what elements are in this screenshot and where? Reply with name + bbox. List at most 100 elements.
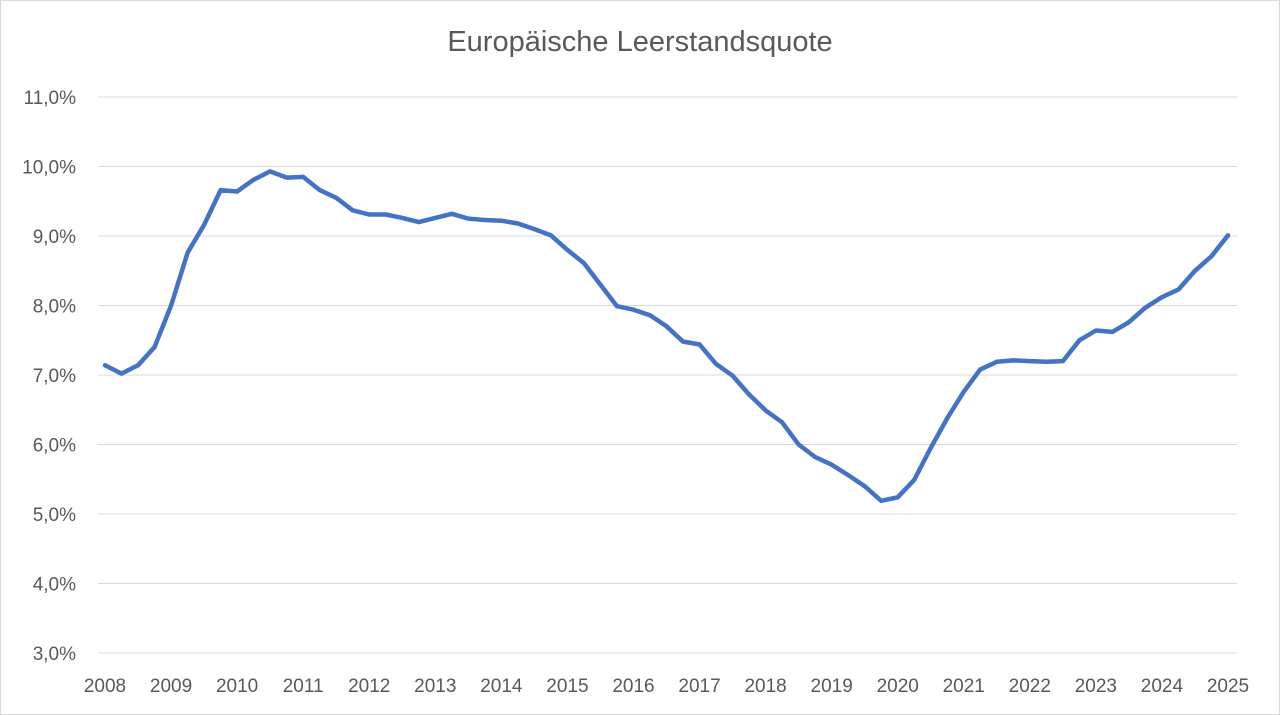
data-point — [185, 250, 190, 255]
data-point — [862, 484, 867, 489]
data-point — [301, 174, 306, 179]
data-point — [1143, 305, 1148, 310]
data-point — [846, 473, 851, 478]
data-point — [383, 212, 388, 217]
data-point — [1176, 287, 1181, 292]
x-tick-label: 2021 — [943, 676, 985, 697]
data-point — [1060, 359, 1065, 364]
data-point — [681, 339, 686, 344]
data-point — [895, 495, 900, 500]
data-point — [169, 303, 174, 308]
data-point — [466, 216, 471, 221]
data-point — [284, 175, 289, 180]
data-point — [515, 221, 520, 226]
data-point — [664, 324, 669, 329]
x-tick-label: 2022 — [1009, 676, 1051, 697]
chart-title: Europäische Leerstandsquote — [447, 26, 833, 58]
data-point — [317, 188, 322, 193]
data-point — [367, 212, 372, 217]
data-point — [202, 222, 207, 227]
data-point — [1192, 268, 1197, 273]
data-point — [1077, 338, 1082, 343]
y-axis-labels: 3,0% 4,0% 5,0% 6,0% 7,0% 8,0% 9,0% 10,0% 11,0% — [22, 88, 76, 665]
data-point — [119, 371, 124, 376]
data-point — [631, 307, 636, 312]
data-point — [945, 416, 950, 421]
x-tick-label: 2009 — [150, 676, 192, 697]
data-point — [1027, 359, 1032, 364]
data-point — [103, 363, 107, 368]
data-point — [994, 359, 999, 364]
data-point — [928, 445, 933, 450]
data-point — [532, 227, 537, 232]
x-tick-label: 2014 — [480, 676, 523, 697]
data-point — [1110, 329, 1115, 334]
data-point — [780, 420, 785, 425]
data-point — [268, 169, 273, 174]
data-point — [978, 367, 983, 372]
data-point — [152, 345, 157, 350]
x-tick-label: 2024 — [1141, 676, 1184, 697]
x-tick-label: 2016 — [612, 676, 654, 697]
data-point — [482, 218, 487, 223]
x-tick-label: 2018 — [744, 676, 786, 697]
y-tick-label: 9,0% — [33, 227, 76, 248]
data-point — [912, 477, 917, 482]
data-point — [1209, 254, 1214, 259]
x-tick-label: 2011 — [283, 676, 324, 697]
y-tick-label: 4,0% — [33, 575, 76, 596]
data-point — [697, 342, 702, 347]
data-point — [879, 498, 884, 503]
y-tick-label: 7,0% — [33, 366, 76, 387]
data-point — [747, 392, 752, 397]
data-point — [1093, 328, 1098, 333]
data-point — [548, 233, 553, 238]
data-point — [730, 373, 735, 378]
x-tick-label: 2023 — [1075, 676, 1117, 697]
data-point — [1159, 295, 1164, 300]
data-point — [598, 282, 603, 287]
data-point — [1044, 359, 1049, 364]
gridlines — [98, 96, 1237, 654]
data-point — [400, 215, 405, 220]
y-tick-label: 10,0% — [22, 158, 76, 179]
data-point — [763, 408, 768, 413]
data-point — [449, 211, 454, 216]
data-point — [334, 195, 339, 200]
data-point — [796, 442, 801, 447]
data-point — [433, 215, 438, 220]
data-point — [813, 455, 818, 460]
data-point — [565, 247, 570, 252]
data-point — [1126, 320, 1131, 325]
x-tick-label: 2008 — [84, 676, 126, 697]
x-tick-label: 2015 — [546, 676, 588, 697]
x-axis-labels: 2008 2009 2010 2011 2012 2013 2014 2015 2016 2017… — [84, 676, 1249, 697]
data-point — [961, 389, 966, 394]
y-tick-label: 3,0% — [33, 644, 76, 665]
series-line-leerstandsquote — [102, 169, 1231, 504]
data-point — [251, 177, 256, 182]
data-point — [235, 189, 240, 194]
data-point — [136, 363, 141, 368]
y-tick-label: 11,0% — [24, 88, 77, 109]
data-point — [1011, 358, 1016, 363]
x-tick-label: 2013 — [414, 676, 456, 697]
y-tick-label: 8,0% — [33, 297, 76, 318]
x-tick-label: 2019 — [811, 676, 853, 697]
data-point — [218, 188, 223, 193]
y-tick-label: 5,0% — [33, 505, 76, 526]
x-tick-label: 2025 — [1207, 676, 1249, 697]
y-tick-label: 6,0% — [33, 436, 76, 457]
data-point — [647, 313, 652, 318]
data-point — [614, 304, 619, 309]
series-layer — [102, 169, 1231, 504]
data-point — [350, 208, 355, 213]
x-tick-label: 2010 — [216, 676, 258, 697]
data-point — [714, 361, 719, 366]
data-point — [829, 462, 834, 467]
data-point — [1226, 233, 1230, 238]
data-point — [499, 218, 504, 223]
data-point — [416, 220, 421, 225]
x-tick-label: 2017 — [678, 676, 720, 697]
